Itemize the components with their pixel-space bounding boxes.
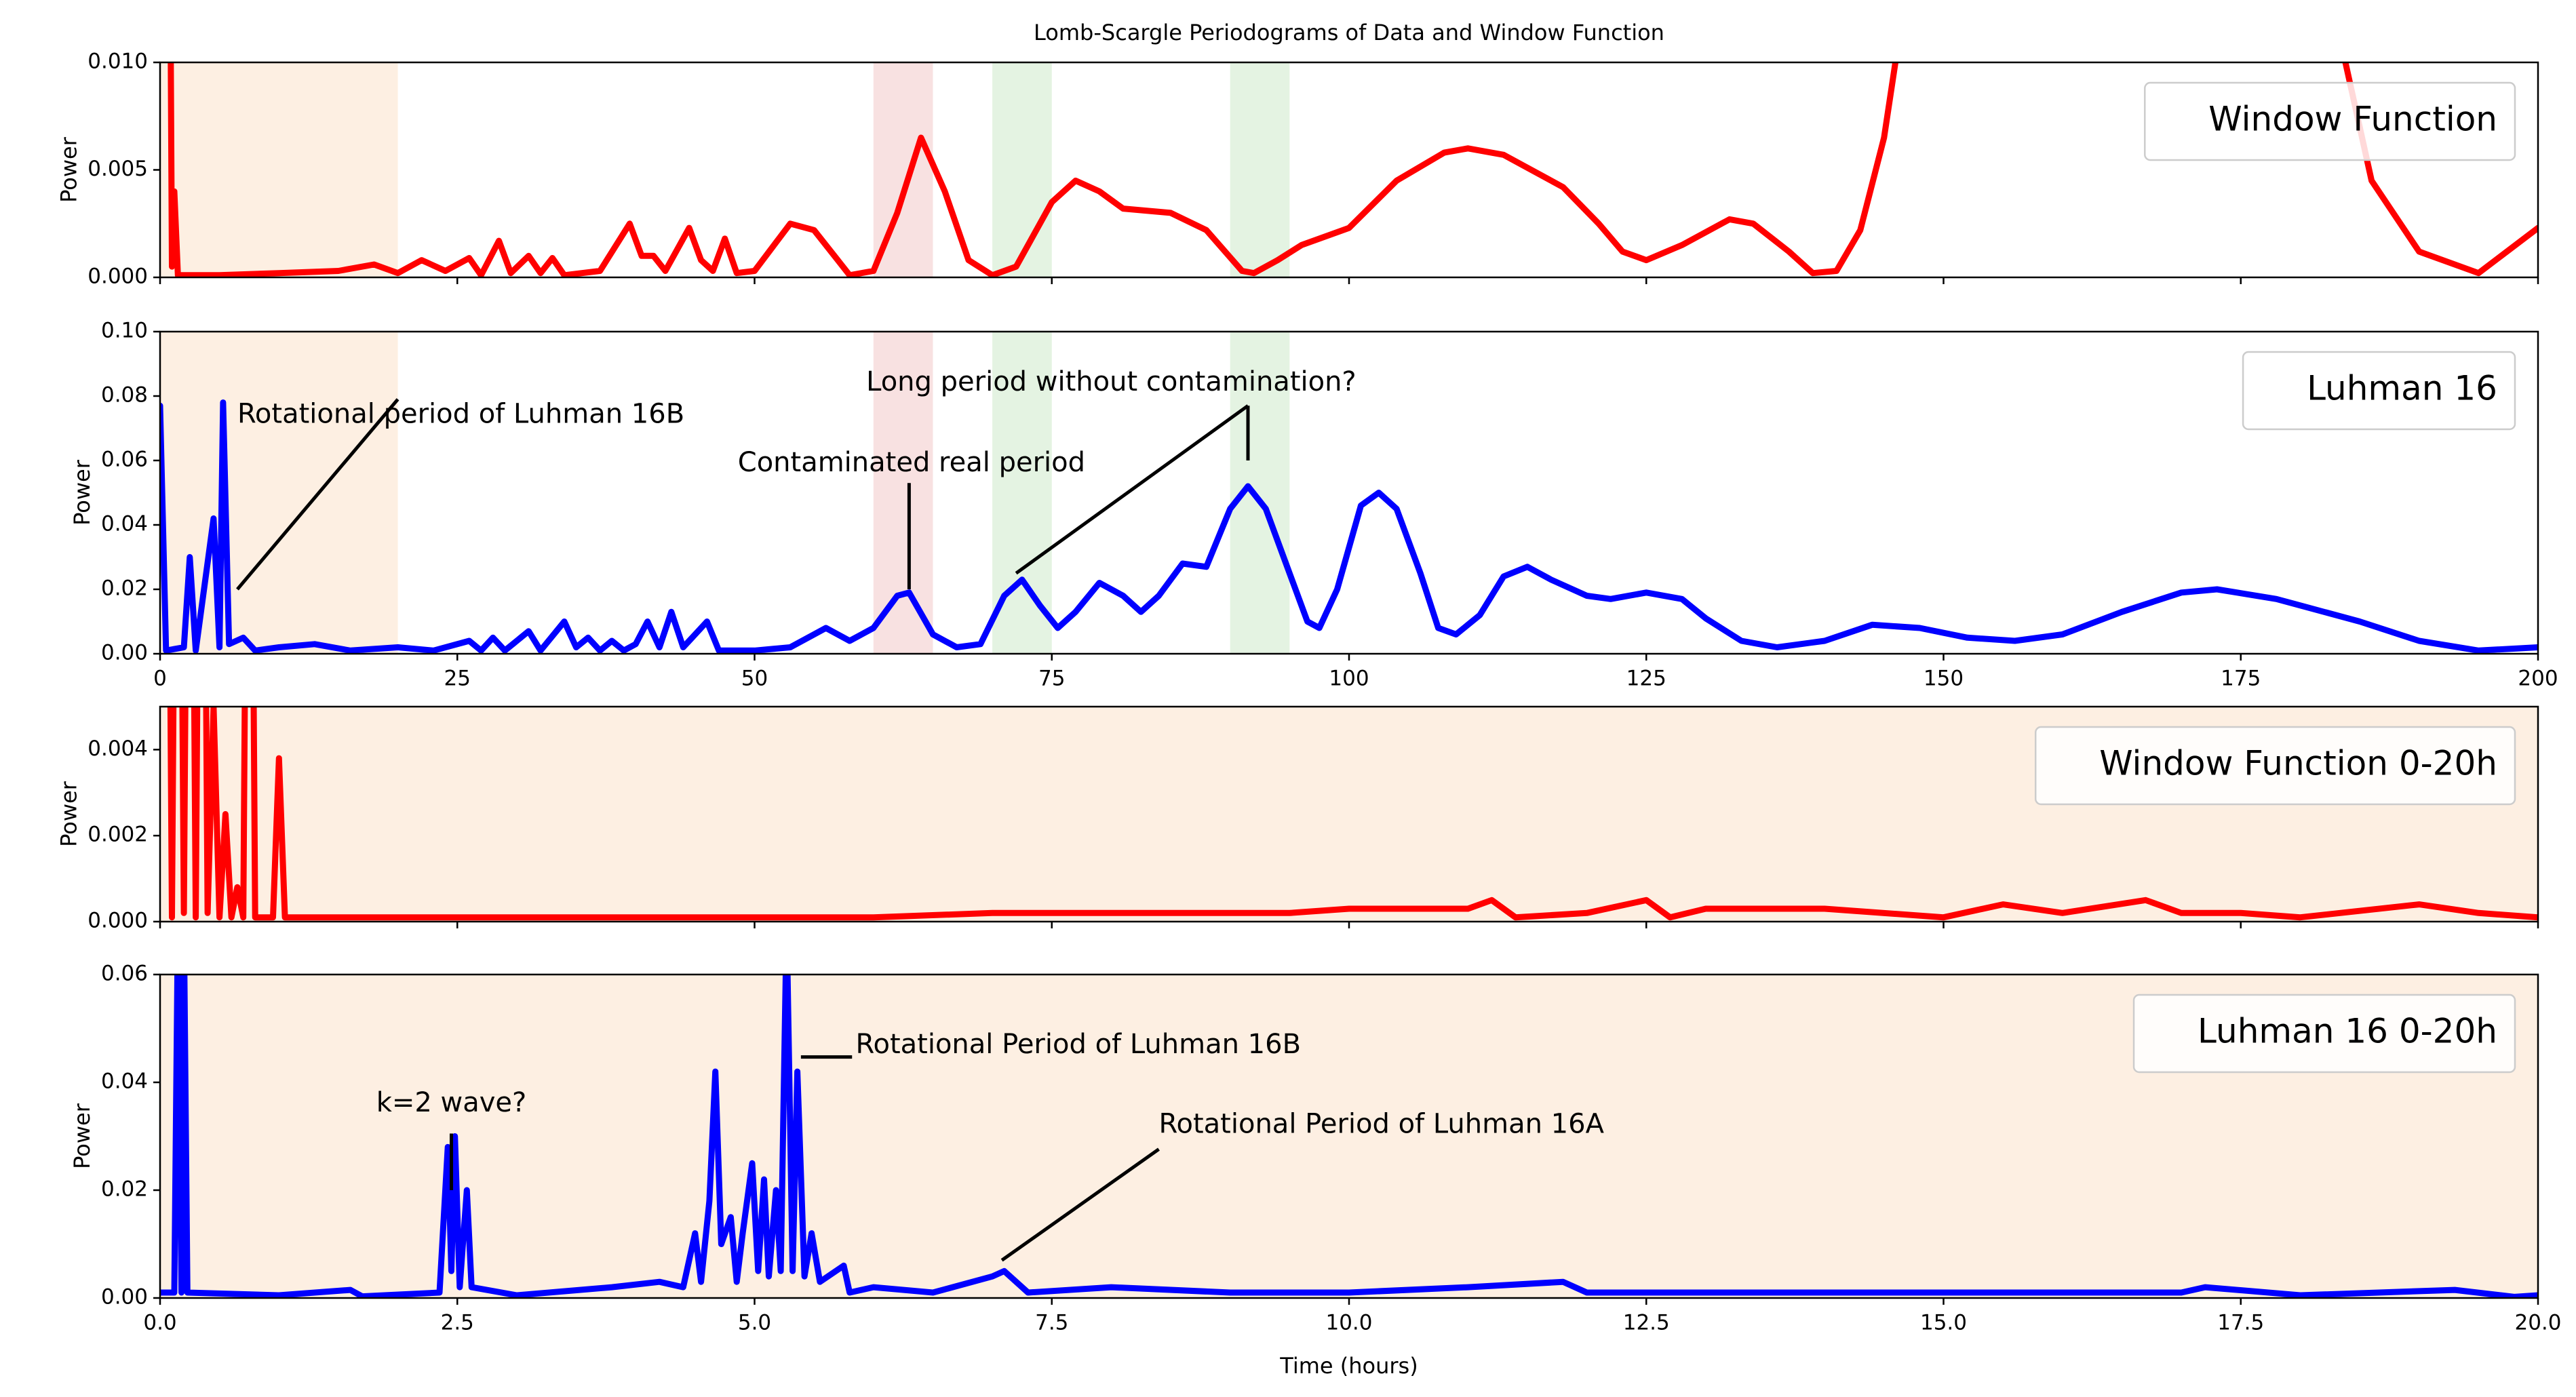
x-tick-label: 75 [1038,667,1065,691]
x-tick-label: 175 [2221,667,2261,691]
y-tick-label: 0.005 [87,157,148,181]
shaded-span [992,62,1052,277]
series-line [160,399,2538,654]
series-line [167,707,2538,921]
x-tick-label: 100 [1329,667,1369,691]
x-tick-label: 2.5 [441,1311,474,1335]
shaded-span [1230,62,1290,277]
series-line [168,62,2538,277]
annotation: Rotational Period of Luhman 16B [856,1029,1302,1060]
x-tick-label: 17.5 [2217,1311,2264,1335]
chart-title: Lomb-Scargle Periodograms of Data and Wi… [1034,20,1664,45]
annotation-line [1015,404,1249,575]
y-tick-label: 0.04 [101,1069,148,1094]
annotation-line [236,398,399,591]
y-tick-label: 0.000 [87,264,148,289]
legend-label: Window Function [2208,100,2497,139]
legend-label: Luhman 16 [2307,369,2497,408]
legend: Window Function [2144,81,2516,161]
annotation: Contaminated real period [738,447,1085,478]
series-line [160,975,2538,1298]
legend: Luhman 16 [2242,351,2516,431]
x-tick-label: 20.0 [2514,1311,2561,1335]
x-tick-label: 0.0 [143,1311,176,1335]
x-tick-label: 12.5 [1623,1311,1670,1335]
y-tick-label: 0.02 [101,1177,148,1202]
annotation: Rotational period of Luhman 16B [237,399,684,430]
x-tick-label: 150 [1924,667,1964,691]
y-axis-label: Power [56,781,81,847]
x-tick-label: 25 [444,667,471,691]
y-tick-label: 0.010 [87,50,148,74]
legend-box [2132,993,2516,1074]
annotation: Rotational Period of Luhman 16A [1159,1109,1605,1140]
legend-box [2242,351,2516,431]
legend-box [2144,81,2516,161]
x-tick-label: 50 [741,667,768,691]
legend-box [2034,726,2516,806]
y-tick-label: 0.06 [101,448,148,472]
annotation-line [1000,1147,1160,1262]
y-axis-label: Power [69,1103,95,1169]
y-tick-label: 0.04 [101,512,148,536]
y-axis-label: Power [56,136,81,203]
x-tick-label: 5.0 [738,1311,771,1335]
legend-label: Luhman 16 0-20h [2198,1012,2497,1051]
x-tick-label: 7.5 [1035,1311,1068,1335]
y-tick-label: 0.10 [101,319,148,343]
y-tick-label: 0.02 [101,576,148,601]
x-tick-label: 200 [2518,667,2558,691]
y-tick-label: 0.002 [87,823,148,847]
y-tick-label: 0.00 [101,641,148,665]
y-tick-label: 0.00 [101,1285,148,1310]
annotation: Long period without contamination? [866,366,1357,397]
legend: Window Function 0-20h [2034,726,2516,806]
y-axis-label: Power [69,459,95,526]
legend: Luhman 16 0-20h [2132,993,2516,1074]
legend-label: Window Function 0-20h [2099,744,2497,783]
y-tick-label: 0.000 [87,909,148,933]
shaded-span [873,332,933,654]
annotation: k=2 wave? [376,1087,527,1118]
y-tick-label: 0.004 [87,736,148,761]
shaded-span [160,62,398,277]
x-tick-label: 15.0 [1920,1311,1967,1335]
x-tick-label: 125 [1626,667,1666,691]
y-tick-label: 0.06 [101,962,148,986]
y-tick-label: 0.08 [101,383,148,408]
x-axis-label: Time (hours) [1279,1353,1418,1379]
x-tick-label: 0 [153,667,167,691]
x-tick-label: 10.0 [1325,1311,1372,1335]
